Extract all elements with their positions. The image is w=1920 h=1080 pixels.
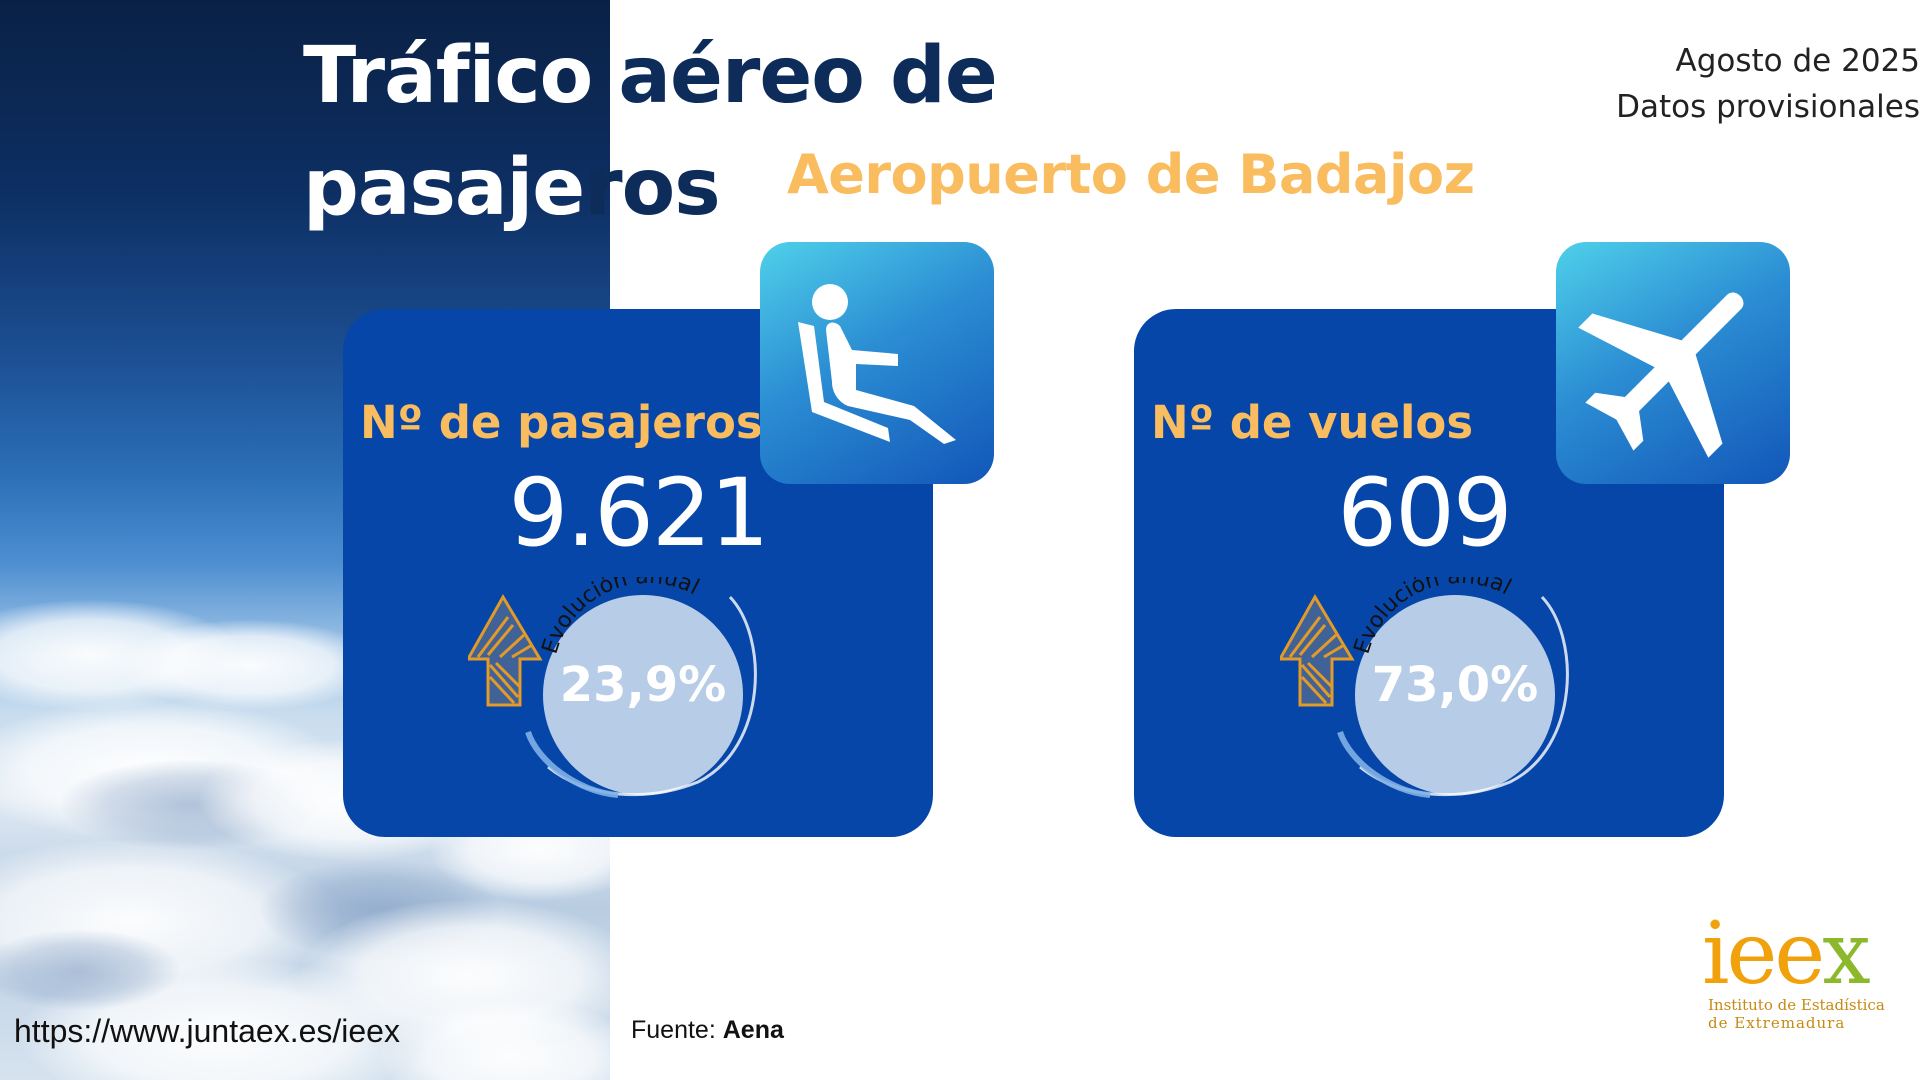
source-name: Aena — [722, 1016, 784, 1044]
date-block: Agosto de 2025 Datos provisionales — [1500, 38, 1920, 130]
ieex-logo: ieex Instituto de Estadística de Extrema… — [1702, 904, 1885, 1038]
website-link[interactable]: https://www.juntaex.es/ieex — [14, 1013, 400, 1049]
passengers-evolution-value: 23,9% — [559, 657, 727, 713]
evolution-label: Evolución anual — [1350, 577, 1515, 657]
svg-text:Evolución anual: Evolución anual — [1350, 577, 1515, 657]
flights-evolution-value: 73,0% — [1371, 657, 1539, 713]
airplane-icon — [1578, 292, 1744, 458]
seated-passenger-icon — [798, 284, 956, 444]
flights-label: Nº de vuelos — [1151, 396, 1474, 449]
svg-text:Evolución anual: Evolución anual — [538, 577, 703, 657]
passengers-value: 9.621 — [508, 459, 769, 568]
logo-wordmark: ieex — [1702, 904, 1871, 1004]
source-label: Fuente: — [631, 1016, 723, 1044]
data-status: Datos provisionales — [1616, 89, 1920, 125]
title-line2-dark: ros — [584, 143, 720, 233]
logo-subtitle: Instituto de Estadística de Extremadura — [1708, 996, 1885, 1032]
passengers-label: Nº de pasajeros — [360, 396, 763, 449]
page-title: Tráfico aéreo de pasajeros — [303, 20, 998, 244]
airplane-icon-box — [1556, 242, 1790, 484]
evolution-decoration: Evolución anual — [1280, 577, 1569, 798]
passengers-evolution: Evolución anual 23,9% — [468, 577, 788, 807]
title-line2-white: pasaje — [303, 143, 585, 233]
evolution-circle — [1355, 595, 1555, 795]
title-line1-white: Tráfico — [303, 31, 619, 121]
title-line1-dark: aéreo de — [618, 31, 997, 121]
airport-subtitle: Aeropuerto de Badajoz — [787, 143, 1475, 206]
flights-value: 609 — [1337, 459, 1512, 568]
up-arrow-icon — [468, 594, 543, 707]
flights-card: Nº de vuelos 609 Evolución anual 73,0% — [1134, 309, 1724, 837]
source-note: Fuente: Aena — [631, 1016, 784, 1045]
evolution-circle — [543, 595, 743, 795]
flights-evolution: Evolución anual 73,0% — [1280, 577, 1600, 807]
evolution-decoration: Evolución anual — [468, 577, 757, 798]
date-period: Agosto de 2025 — [1675, 43, 1920, 79]
evolution-label: Evolución anual — [538, 577, 703, 657]
passenger-icon-box — [760, 242, 994, 484]
up-arrow-icon — [1280, 594, 1355, 707]
